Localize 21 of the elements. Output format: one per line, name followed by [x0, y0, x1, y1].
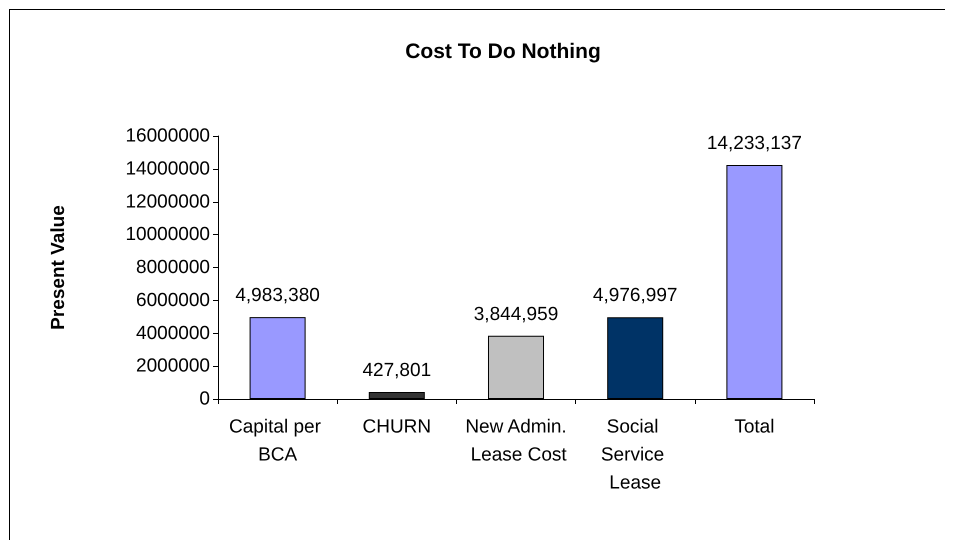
data-label: 4,983,380: [235, 285, 320, 306]
chart-title: Cost To Do Nothing: [405, 40, 601, 63]
y-axis-title: Present Value: [48, 205, 69, 330]
y-tick-label: 14000000: [125, 158, 210, 180]
data-label: 427,801: [362, 360, 432, 381]
data-label: 3,844,959: [474, 304, 558, 325]
y-tick-label: 16000000: [125, 126, 210, 146]
data-label: 14,233,137: [706, 133, 802, 154]
y-tick-label: 8000000: [136, 257, 210, 278]
y-tick-label: 0: [199, 388, 210, 410]
y-tick-label: 2000000: [136, 356, 210, 377]
x-tick-label: CHURN: [362, 416, 432, 438]
x-tick-label: New Admin. Lease Cost: [465, 416, 568, 466]
y-tick-label: 4000000: [136, 322, 210, 344]
y-tick-label: 12000000: [125, 191, 210, 212]
y-tick-label: 10000000: [125, 224, 210, 246]
x-tick-label: Total: [734, 416, 774, 438]
data-label: 4,976,997: [592, 285, 678, 306]
x-tick-label: Capital per BCA: [229, 416, 326, 466]
x-tick-label: Social Service Lease: [600, 416, 670, 494]
y-tick-label: 6000000: [136, 290, 210, 311]
